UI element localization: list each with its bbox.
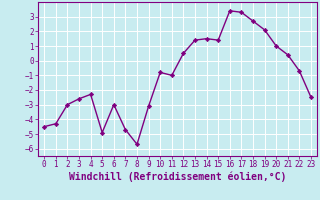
X-axis label: Windchill (Refroidissement éolien,°C): Windchill (Refroidissement éolien,°C) <box>69 172 286 182</box>
